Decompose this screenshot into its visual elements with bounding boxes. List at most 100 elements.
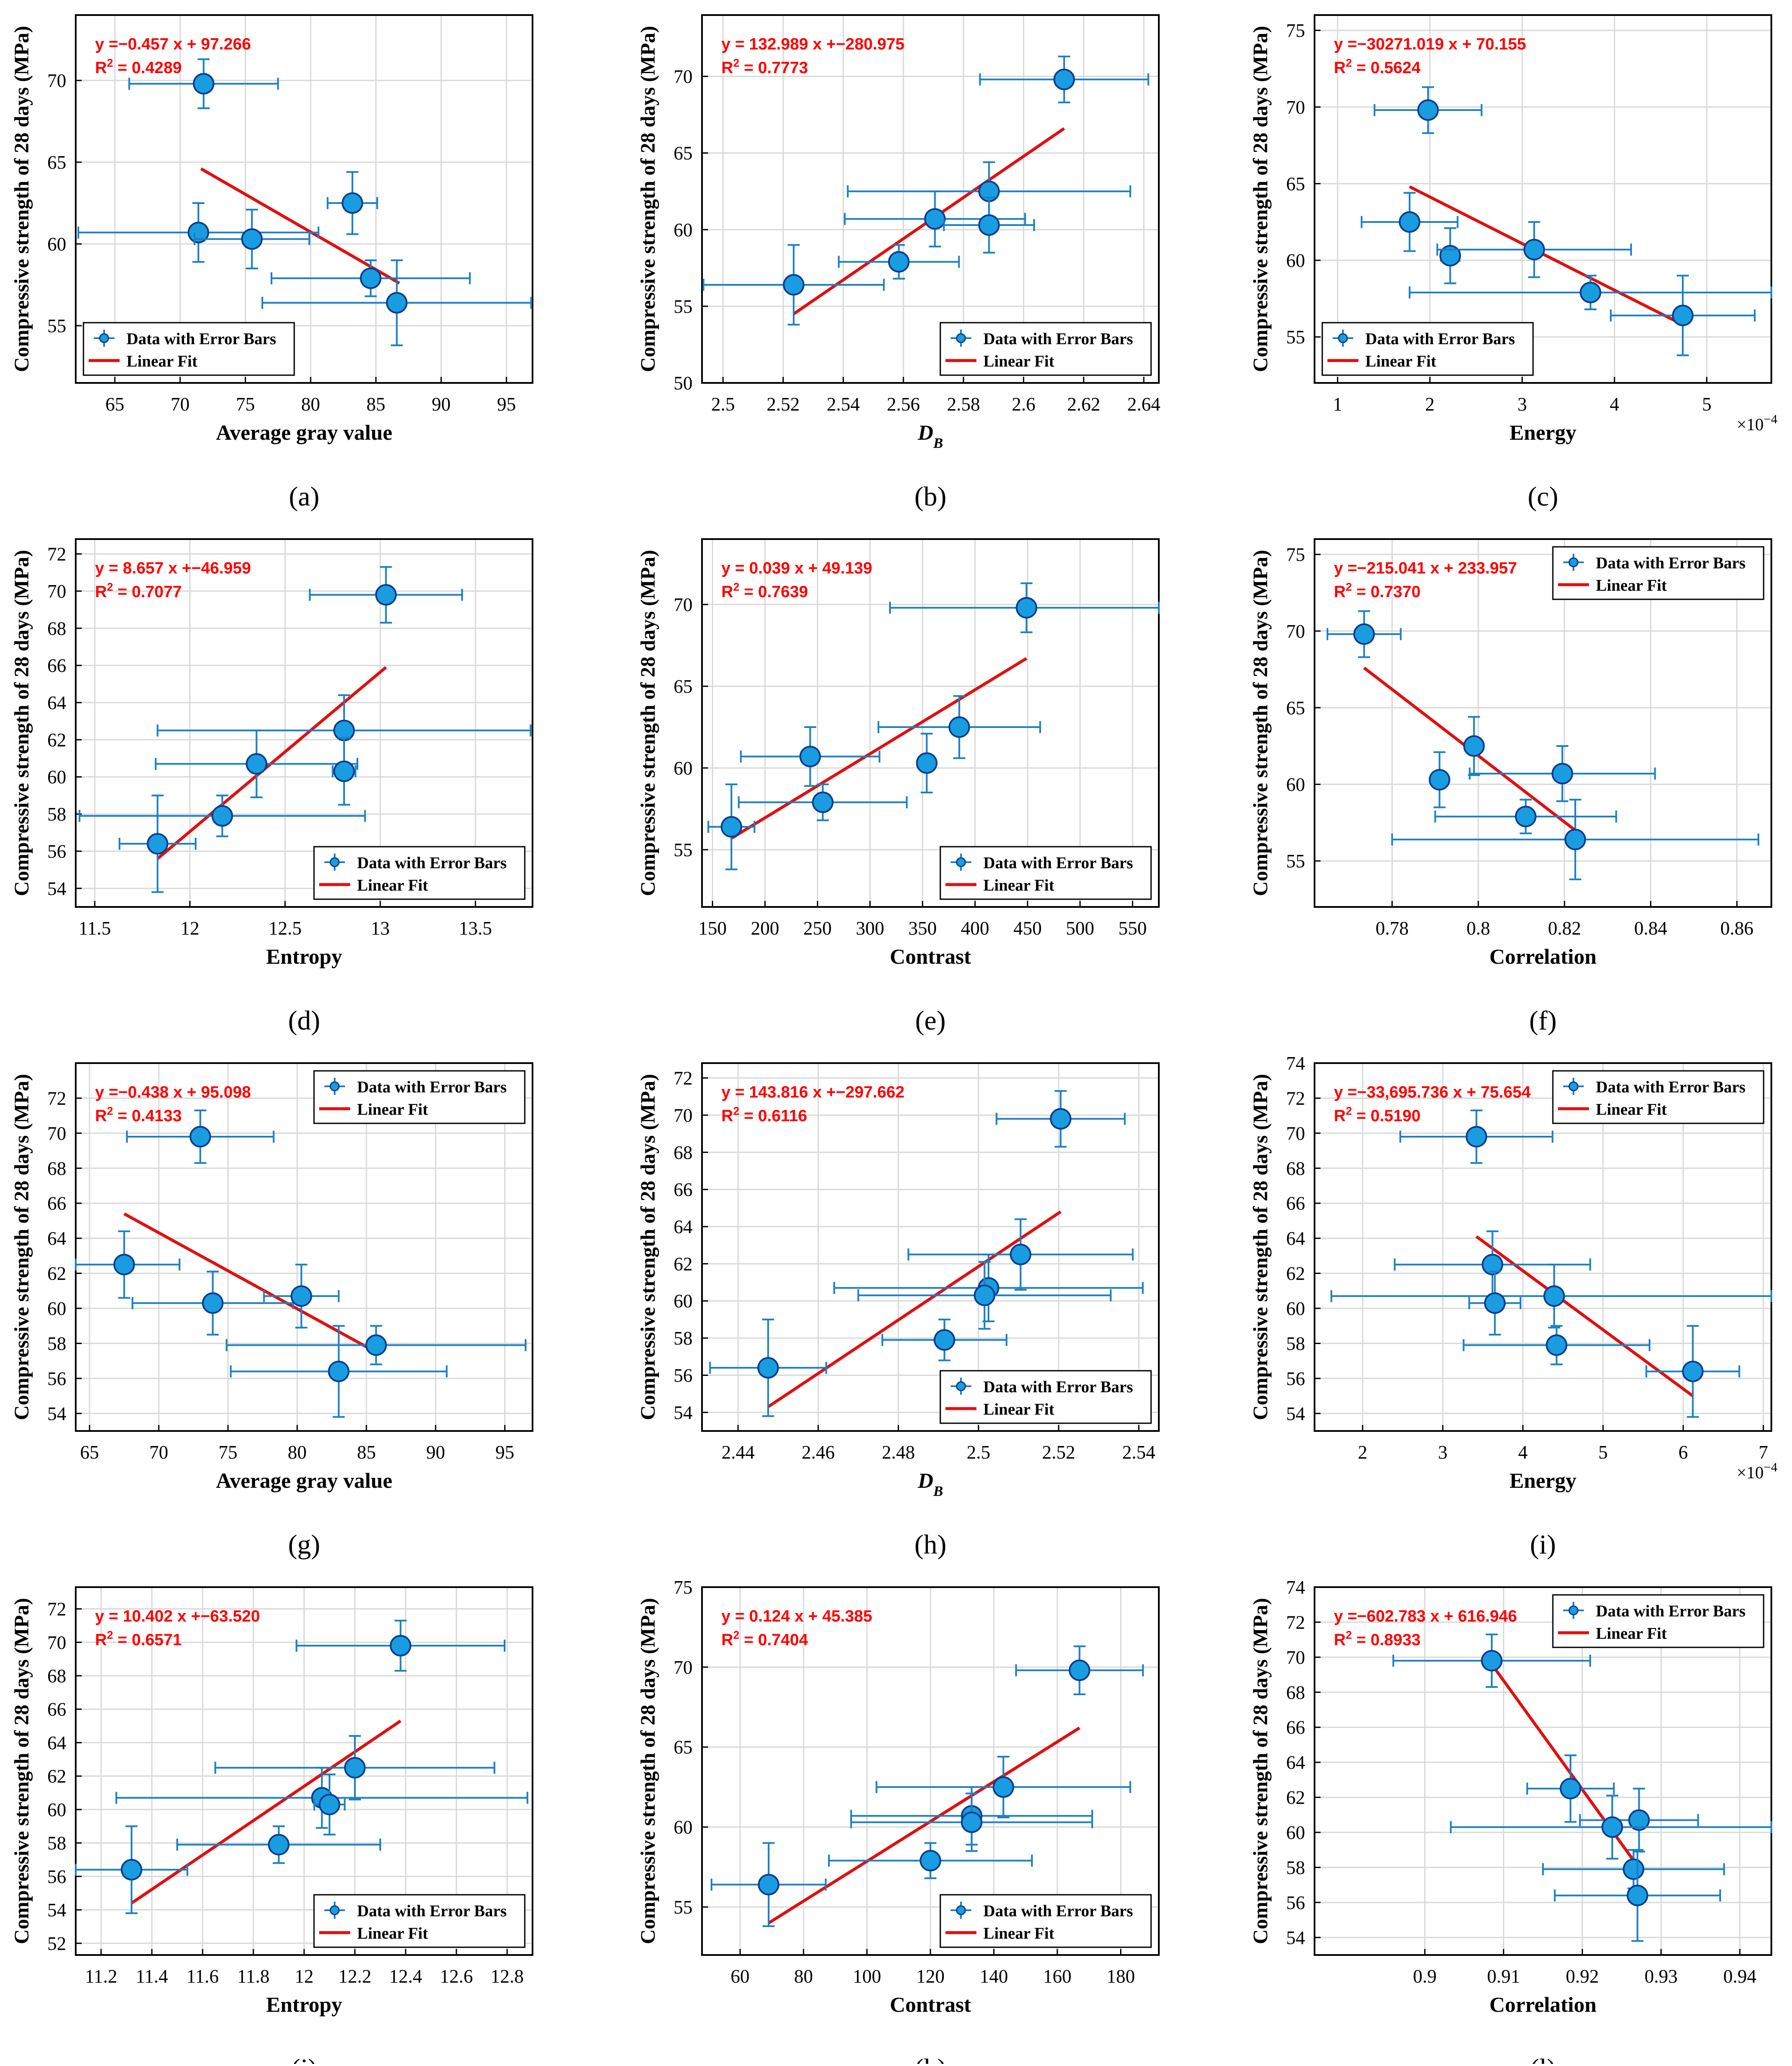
x-tick-label: 4 <box>1518 1442 1527 1463</box>
y-tick-label: 70 <box>47 70 66 91</box>
y-axis-label: Compressive strength of 28 days (MPa) <box>637 1598 659 1944</box>
x-tick-label: 450 <box>1013 918 1042 939</box>
panel-caption: (a) <box>289 481 319 512</box>
data-marker <box>992 1776 1014 1798</box>
data-marker <box>328 1360 350 1382</box>
plot-frame <box>1314 538 1772 908</box>
x-tick-label: 350 <box>908 918 937 939</box>
y-tick-label: 52 <box>47 1933 66 1954</box>
data-point <box>1542 1849 1725 1890</box>
x-tick-label: 11.2 <box>85 1966 117 1987</box>
data-marker <box>916 752 938 774</box>
fit-equation: y =−30271.019 x + 70.155 <box>1334 35 1526 53</box>
x-tick-label: 3 <box>1518 394 1527 415</box>
legend-box <box>313 1894 526 1948</box>
data-marker <box>720 816 742 838</box>
x-axis-label: Average gray value <box>216 420 392 444</box>
x-tick-label: 2.54 <box>1122 1442 1155 1463</box>
y-tick-label: 60 <box>47 1298 66 1319</box>
y-tick-label: 58 <box>47 804 66 825</box>
data-point <box>702 244 885 326</box>
legend-label-data: Data with Error Bars <box>357 1902 507 1920</box>
y-tick-label: 65 <box>1286 173 1305 194</box>
r-squared: R2 = 0.7639 <box>721 580 808 601</box>
fit-equation: y =−0.438 x + 95.098 <box>95 1083 251 1101</box>
legend-label-data: Data with Error Bars <box>357 854 507 872</box>
y-tick-label: 70 <box>674 1105 693 1126</box>
legend: Data with Error Bars Linear Fit <box>83 322 295 376</box>
y-tick-label: 62 <box>47 1766 66 1787</box>
x-tick-label: 2.5 <box>967 1442 990 1463</box>
data-marker <box>120 1859 142 1881</box>
data-point <box>828 1842 1033 1879</box>
legend-marker <box>1568 557 1579 567</box>
y-tick-label: 54 <box>1286 1927 1305 1948</box>
data-marker <box>342 192 363 214</box>
y-tick-label: 60 <box>1286 774 1305 795</box>
y-tick-label: 60 <box>47 767 66 788</box>
x-tick-label: 80 <box>301 394 320 415</box>
x-tick-label: 2.44 <box>721 1442 754 1463</box>
data-point <box>118 794 197 893</box>
data-marker <box>1439 245 1461 267</box>
x-tick-label: 200 <box>751 918 779 939</box>
x-tick-label: 95 <box>496 1442 514 1463</box>
y-tick-label: 65 <box>674 143 693 164</box>
data-point <box>1554 1849 1721 1942</box>
fit-equation: y = 8.657 x +−46.959 <box>95 559 251 577</box>
data-point <box>857 1261 1112 1330</box>
y-tick-label: 58 <box>1286 1857 1305 1878</box>
y-tick-label: 54 <box>47 878 66 899</box>
plot-frame <box>75 538 533 908</box>
r-squared: R2 = 0.6116 <box>721 1104 807 1125</box>
x-tick-label: 0.8 <box>1466 918 1490 939</box>
legend-marker <box>329 1905 340 1915</box>
y-tick-label: 72 <box>47 544 66 565</box>
x-tick-label: 80 <box>288 1442 307 1463</box>
y-tick-label: 75 <box>674 1577 693 1598</box>
x-axis-label: Entropy <box>266 944 342 968</box>
y-tick-label: 60 <box>674 758 693 779</box>
data-point <box>1361 192 1459 252</box>
data-point <box>1391 799 1759 880</box>
data-marker <box>1601 1816 1623 1838</box>
data-marker <box>1050 1108 1072 1130</box>
x-tick-label: 60 <box>731 1966 750 1987</box>
chart-panel-j: 11.2 11.4 11.6 11.8 12 12.2 12.4 12.6 12.8 52 54 56… <box>10 1586 533 2066</box>
data-point <box>844 190 1026 247</box>
panel-caption: (b) <box>914 481 947 512</box>
legend: Data with Error Bars Linear Fit <box>1552 1594 1764 1648</box>
legend-label-data: Data with Error Bars <box>1596 1078 1746 1096</box>
x-tick-label: 0.94 <box>1723 1966 1756 1987</box>
legend-label-data: Data with Error Bars <box>983 854 1133 872</box>
data-marker <box>390 1635 412 1657</box>
data-marker <box>241 228 263 250</box>
data-marker <box>188 222 209 244</box>
data-marker <box>1628 1809 1650 1831</box>
chart-panel-e: 150 200 250 300 350 400 450 500 550 55 60 65 70 Contr… <box>637 538 1160 1036</box>
x-tick-label: 11.5 <box>79 918 111 939</box>
x-tick-label: 0.93 <box>1644 1966 1678 1987</box>
plot-frame <box>1314 14 1772 384</box>
legend-label-data: Data with Error Bars <box>1365 330 1515 348</box>
chart-panel-k: 60 80 100 120 140 160 180 55 60 65 70 75 Contrast Com… <box>637 1577 1160 2066</box>
data-marker <box>268 1834 289 1856</box>
data-point <box>225 1325 527 1366</box>
r-squared-value: = 0.5624 <box>1352 59 1421 77</box>
linear-fit-line <box>123 1212 377 1354</box>
data-point <box>711 1842 827 1927</box>
y-tick-label: 64 <box>1286 1752 1305 1773</box>
data-marker <box>344 1757 366 1779</box>
data-marker <box>1481 1650 1503 1671</box>
y-tick-label: 56 <box>1286 1892 1305 1913</box>
data-marker <box>360 267 382 289</box>
x-tick-label: 400 <box>961 918 989 939</box>
x-tick-label: 500 <box>1066 918 1094 939</box>
x-tick-label: 550 <box>1118 918 1147 939</box>
x-tick-label: 0.86 <box>1720 918 1753 939</box>
r-squared: R2 = 0.7370 <box>1334 580 1420 601</box>
legend-box <box>1552 1594 1764 1648</box>
data-marker <box>1010 1243 1031 1265</box>
y-tick-label: 55 <box>674 1896 693 1918</box>
chart-panel-a: 65 70 75 80 85 90 95 55 60 65 70 Average gray value… <box>10 14 533 512</box>
